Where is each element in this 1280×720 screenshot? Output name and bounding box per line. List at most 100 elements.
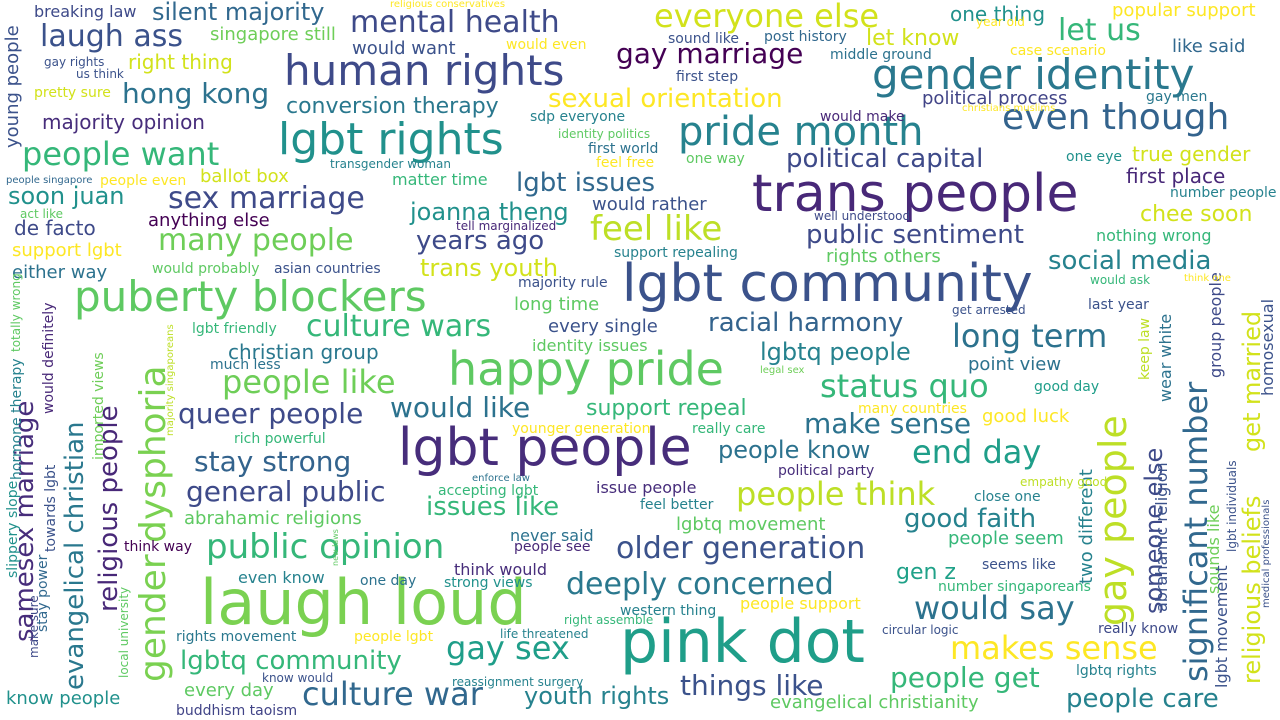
word: one thing <box>950 2 1046 26</box>
word: issue people <box>596 478 697 497</box>
word: imported views <box>91 352 107 460</box>
word: make sure <box>27 595 41 658</box>
word: religious conservatives <box>390 0 506 10</box>
word: people even <box>100 173 187 189</box>
word: act like <box>20 207 64 221</box>
word: first place <box>1126 164 1226 188</box>
word: issues like <box>426 492 560 522</box>
word: silent majority <box>152 0 325 26</box>
word: would rather <box>592 194 707 215</box>
word: anything else <box>148 210 270 231</box>
word: matter time <box>392 170 488 189</box>
word: lgbt issues <box>516 168 656 198</box>
word: feel free <box>596 155 655 171</box>
word: identity politics <box>558 127 651 141</box>
word: good faith <box>904 504 1037 534</box>
word: lgbt movement <box>1212 565 1231 688</box>
word: laugh ass <box>40 19 183 54</box>
word: christians muslims <box>962 103 1056 114</box>
word: right thing <box>128 50 233 74</box>
word: deeply concerned <box>566 567 834 602</box>
word: culture war <box>302 675 483 713</box>
word: legal sex <box>760 365 805 376</box>
word: lgbt friendly <box>192 321 277 337</box>
word: transgender woman <box>330 157 452 171</box>
word: think one <box>1184 273 1231 284</box>
word: first step <box>676 69 739 85</box>
word: lgbtq movement <box>676 514 826 535</box>
word: one way <box>686 151 745 167</box>
word: mental health <box>350 5 560 40</box>
word: would like <box>390 391 531 424</box>
word: breaking law <box>34 2 137 21</box>
word: political party <box>778 463 875 479</box>
word: would want <box>352 38 456 59</box>
word: abrahamic religion <box>1152 462 1171 612</box>
word: gay people <box>1091 415 1135 626</box>
word: like said <box>1172 36 1246 57</box>
word: number people <box>1170 185 1277 201</box>
word: conversion therapy <box>286 94 499 119</box>
word: asian countries <box>274 261 381 277</box>
word: puberty blockers <box>74 272 427 321</box>
word: true gender <box>1132 142 1251 166</box>
word: de facto <box>14 216 96 240</box>
word: people singapore <box>6 175 93 186</box>
word: long time <box>514 294 600 315</box>
word: slippery slope <box>5 480 21 578</box>
word: make sense <box>804 407 972 440</box>
word: lgbtq rights <box>1076 663 1157 679</box>
word: good luck <box>982 406 1070 427</box>
word: evangelical christian <box>60 421 90 690</box>
word: lgbtq community <box>180 646 402 676</box>
word: gen z <box>896 560 956 585</box>
word: accepting lgbt <box>438 483 539 499</box>
word: gay marriage <box>616 37 804 70</box>
word: either way <box>12 262 108 283</box>
word: would probably <box>152 261 260 277</box>
word: end day <box>912 433 1042 471</box>
word: rights others <box>826 246 941 267</box>
word: really care <box>692 421 766 437</box>
word: identity issues <box>532 336 648 355</box>
word: every single <box>548 316 658 337</box>
word: well understood <box>814 209 911 223</box>
word: people care <box>1066 684 1219 714</box>
word: people seem <box>948 528 1064 549</box>
word: number singaporeans <box>938 579 1091 595</box>
word: christian group <box>228 340 379 364</box>
word: right assemble <box>564 613 654 627</box>
word: years ago <box>416 226 545 256</box>
word: buddhism taoism <box>176 703 298 719</box>
word: rights movement <box>176 629 297 645</box>
word: youth rights <box>524 682 670 710</box>
word: older generation <box>616 531 866 566</box>
word: pretty sure <box>34 85 111 101</box>
word: western thing <box>620 603 717 619</box>
word: gender identity <box>872 50 1195 99</box>
word: singapore still <box>210 24 336 45</box>
word: racial harmony <box>708 308 904 338</box>
word: many people <box>158 223 354 258</box>
word: homosexual <box>1258 298 1277 396</box>
word: lgbt people <box>398 418 692 478</box>
word: feel like <box>590 209 723 249</box>
word: general public <box>186 475 386 508</box>
word: makes sense <box>950 629 1158 667</box>
word: human rights <box>284 46 565 95</box>
word: tell marginalized <box>456 219 557 233</box>
word: know would <box>262 671 334 685</box>
word: would ask <box>1090 273 1151 287</box>
word: pink dot <box>620 607 865 677</box>
word: support lgbt <box>12 240 122 261</box>
word: hormone therapy <box>9 358 25 480</box>
word: lgbt rights <box>278 114 504 165</box>
word: never said <box>510 526 594 545</box>
word: feel better <box>640 497 714 513</box>
word: people lgbt <box>354 629 434 645</box>
word: majority opinion <box>42 110 205 134</box>
word: ballot box <box>200 166 289 187</box>
word: us think <box>76 67 124 81</box>
word: think would <box>454 560 547 579</box>
